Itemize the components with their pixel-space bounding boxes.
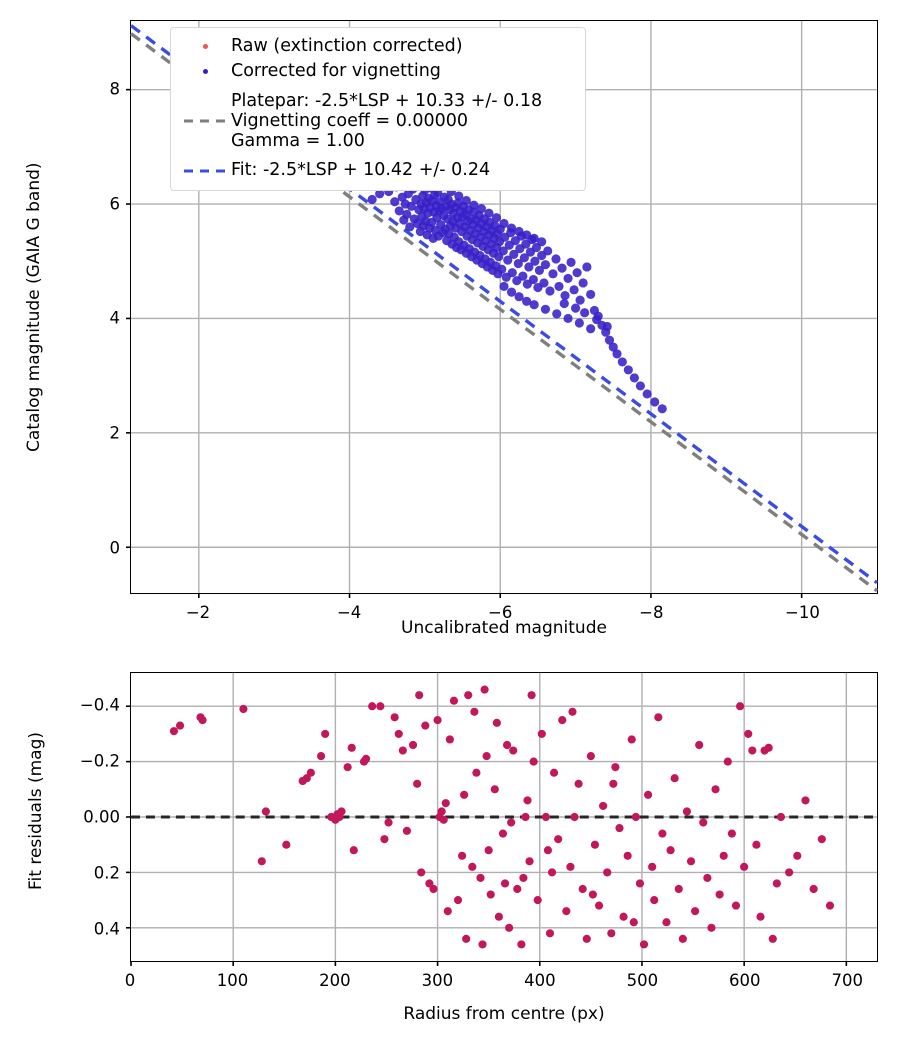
x-tick-label: −10 <box>785 603 820 622</box>
x-tick-label: −4 <box>336 603 362 622</box>
x-tick-label: 0 <box>124 971 136 990</box>
x-tick-label: −2 <box>185 603 211 622</box>
calibration-legend: Raw (extinction corrected) Corrected for… <box>170 27 586 191</box>
x-tick-label: 600 <box>729 971 761 990</box>
x-tick-label: 400 <box>524 971 556 990</box>
x-tick-label: 300 <box>421 971 454 990</box>
legend-label-platepar: Platepar: -2.5*LSP + 10.33 +/- 0.18 Vign… <box>231 90 543 152</box>
x-tick-label: −8 <box>639 603 664 622</box>
x-tick-label: 200 <box>319 971 351 990</box>
legend-label-raw: Raw (extinction corrected) <box>231 36 463 57</box>
y-tick-label: 6 <box>109 194 121 214</box>
platepar-dashed-line-icon <box>179 116 231 126</box>
y-tick-label: 0.00 <box>83 807 120 827</box>
y-tick-label: 2 <box>109 423 121 443</box>
legend-label-fit: Fit: -2.5*LSP + 10.42 +/- 0.24 <box>231 160 491 181</box>
fit-dashed-line-icon <box>179 166 231 176</box>
y-tick-label: 8 <box>109 79 121 99</box>
corrected-marker-icon <box>179 69 231 74</box>
x-tick-label: 700 <box>831 971 864 990</box>
y-tick-label: 0 <box>109 538 121 558</box>
legend-entry-fit: Fit: -2.5*LSP + 10.42 +/- 0.24 <box>179 158 575 183</box>
y-tick-label: 0.2 <box>93 863 120 883</box>
x-tick-label: 500 <box>626 971 659 990</box>
residuals-scatter-panel <box>126 672 878 966</box>
y-tick-label: 0.4 <box>93 919 120 939</box>
legend-entry-corrected: Corrected for vignetting <box>179 59 575 84</box>
y-tick-label: 4 <box>109 308 121 328</box>
residuals-x-axis-label: Radius from centre (px) <box>403 1004 605 1024</box>
legend-entry-raw: Raw (extinction corrected) <box>179 34 575 59</box>
raw-marker-icon <box>179 44 231 49</box>
legend-label-corrected: Corrected for vignetting <box>231 61 441 82</box>
legend-entry-platepar: Platepar: -2.5*LSP + 10.33 +/- 0.18 Vign… <box>179 84 575 158</box>
y-tick-label: −0.4 <box>79 695 120 715</box>
x-tick-label: 100 <box>216 971 249 990</box>
x-tick-label: −6 <box>488 603 513 622</box>
residuals-plot-area <box>126 673 877 966</box>
calibration-x-axis-label: Uncalibrated magnitude <box>401 618 607 638</box>
y-tick-label: −0.2 <box>79 751 120 771</box>
